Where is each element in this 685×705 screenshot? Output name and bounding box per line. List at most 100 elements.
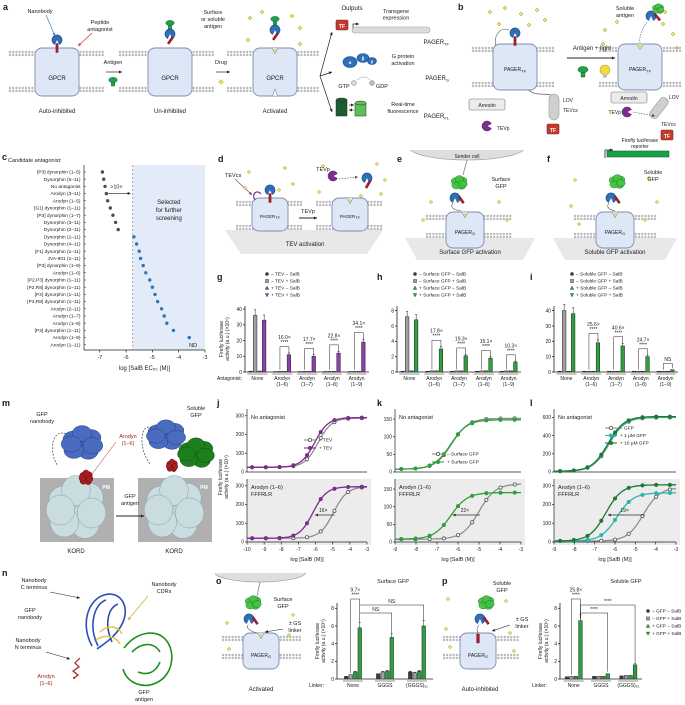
panel-letter-c: c xyxy=(2,152,7,162)
svg-text:100: 100 xyxy=(236,521,245,527)
chart-j: 0 100 200 300 No antagonist – TEV + TEV 0 100 200… xyxy=(218,409,371,563)
soluble-antigen-label2: antigen xyxy=(616,13,634,19)
panel-c: c Selected for further screening Candidate … xyxy=(2,152,207,372)
svg-text:-4: -4 xyxy=(653,547,658,553)
svg-text:****: **** xyxy=(614,330,622,336)
nanobody-c-terminus-label2: C terminus xyxy=(21,585,48,591)
svg-text:200: 200 xyxy=(236,432,245,438)
tevcs-label-right: TEVcs xyxy=(661,122,676,128)
chart-p: 0 2 4 6 8 Firefly luciferase activity (a.u.) (… xyxy=(532,579,682,689)
svg-text:600: 600 xyxy=(543,415,552,421)
svg-text:Arodyn (1–8): Arodyn (1–8) xyxy=(53,321,81,327)
g-beta-label: β xyxy=(362,56,365,61)
panel-n-decorations xyxy=(45,591,173,687)
svg-text:19×: 19× xyxy=(620,508,629,514)
panel-letter-b: b xyxy=(458,2,464,12)
gdp-label: GDP xyxy=(376,84,388,90)
svg-text:****: **** xyxy=(507,348,515,354)
svg-text:2: 2 xyxy=(554,659,557,665)
soluble-gfp-label1: Soluble xyxy=(644,170,662,176)
panel-b-decorations xyxy=(468,3,682,158)
svg-text:100: 100 xyxy=(236,451,245,457)
pager-tf-row-label: PAGERTF xyxy=(424,40,450,47)
svg-text:No antagonist: No antagonist xyxy=(399,415,433,421)
svg-text:– Surface GFP: – Surface GFP xyxy=(447,452,479,458)
svg-text:[F1] dynorphin (1–11): [F1] dynorphin (1–11) xyxy=(35,249,81,255)
svg-text:****: **** xyxy=(572,593,580,599)
svg-text:8: 8 xyxy=(331,606,334,612)
nanobody-cdrs-label2: CDRs xyxy=(157,589,172,595)
panel-m-decorations xyxy=(40,419,215,542)
chart-g: 0 10 20 30 40 Firefly luciferase activity (a.u… xyxy=(217,272,369,388)
svg-text:-6: -6 xyxy=(124,355,129,361)
svg-text:[P3] dynorphin (1–11): [P3] dynorphin (1–11) xyxy=(35,328,81,334)
svg-text:10.3×: 10.3× xyxy=(505,343,518,349)
svg-text:16×: 16× xyxy=(319,508,328,514)
surface-soluble-label3: antigen xyxy=(204,24,222,30)
pager-g-row-label: PAGERG xyxy=(425,76,449,83)
svg-text:+ 1 μM GFP: + 1 μM GFP xyxy=(620,433,646,439)
lov-label-left: LOV xyxy=(563,98,574,104)
surface-gfp-label2: GFP xyxy=(495,184,507,190)
nanobody-cdrs-label1: Nanobody xyxy=(151,582,176,588)
svg-text:Firefly luciferase: Firefly luciferase xyxy=(218,459,224,496)
svg-text:-9: -9 xyxy=(393,547,398,553)
svg-text:-7: -7 xyxy=(296,547,301,553)
svg-text:(1–8): (1–8) xyxy=(635,382,647,388)
svg-text:GGGS: GGGS xyxy=(593,683,609,689)
svg-text:[P3] dynorphin (1–7): [P3] dynorphin (1–7) xyxy=(37,213,81,219)
gfp-antigen-label1: GFP xyxy=(138,690,150,696)
svg-text:16.0×: 16.0× xyxy=(278,335,291,341)
panel-a: a Nanobody Peptide antagonist GPCR GPCR … xyxy=(3,2,450,121)
kord-label-right: KORD xyxy=(165,549,183,555)
panel-letter-a: a xyxy=(3,2,9,12)
svg-text:10: 10 xyxy=(545,354,551,360)
svg-text:2: 2 xyxy=(331,659,334,665)
svg-text:activity (a.u.) (×10⁵): activity (a.u.) (×10⁵) xyxy=(544,619,550,663)
panel-l: l 0 200 400 600 No antagonist – GFP+ 1 μM GFP… xyxy=(530,398,680,563)
svg-text:6: 6 xyxy=(331,624,334,630)
svg-text:-5: -5 xyxy=(477,547,482,553)
svg-text:Arodyn (1–6): Arodyn (1–6) xyxy=(558,485,590,491)
svg-text:-5: -5 xyxy=(330,547,335,553)
svg-text:log [SalB (M)]: log [SalB (M)] xyxy=(441,557,475,563)
gs-linker-label1: ± GS xyxy=(516,617,529,623)
panel-letter-d: d xyxy=(218,154,224,164)
svg-text:0: 0 xyxy=(241,470,244,476)
svg-text:Arodyn (1–7): Arodyn (1–7) xyxy=(53,314,81,320)
tf-label-right: TF xyxy=(664,134,670,140)
peptide-antagonist-label: Peptide xyxy=(91,20,110,26)
svg-text:****: **** xyxy=(281,340,289,346)
tf-glyph-label: TF xyxy=(339,24,345,30)
svg-text:Dynorphin (5–11): Dynorphin (5–11) xyxy=(44,177,81,183)
gs-linker-label2: linker xyxy=(515,624,528,630)
gfp-antigen-label2: antigen xyxy=(135,697,153,703)
antigen-light-label: Antigen + light xyxy=(573,46,612,52)
svg-text:ND: ND xyxy=(189,343,197,349)
svg-text:200: 200 xyxy=(236,502,245,508)
svg-text:9.7×: 9.7× xyxy=(350,588,360,594)
svg-text:(1–7): (1–7) xyxy=(453,382,465,388)
surface-soluble-label1: Surface xyxy=(204,10,223,16)
svg-text:No antagonist: No antagonist xyxy=(558,415,592,421)
svg-text:– GFP + SalB: – GFP + SalB xyxy=(652,616,681,622)
svg-text:+ TEV + SalB: + TEV + SalB xyxy=(271,293,300,299)
svg-text:FFFRLR: FFFRLR xyxy=(558,492,579,498)
svg-text:-6: -6 xyxy=(313,547,318,553)
lov-label-right: LOV xyxy=(669,95,680,101)
surface-gfp-label1: Surface xyxy=(274,597,293,603)
pager-g-label: PAGERG xyxy=(251,653,271,659)
svg-text:25.8×: 25.8× xyxy=(570,588,583,594)
panel-letter-j: j xyxy=(216,398,220,408)
svg-text:****: **** xyxy=(330,338,338,344)
svg-text:Dynorphin (1–11): Dynorphin (1–11) xyxy=(44,234,81,240)
tevp-label-right: TEVp xyxy=(608,110,621,116)
svg-text:0: 0 xyxy=(331,677,334,683)
gs-linker-label1: ± GS xyxy=(289,621,302,627)
svg-text:400: 400 xyxy=(543,433,552,439)
nanobody-label: Nanobody xyxy=(27,9,52,15)
gfp-nanobody-label1: GFP xyxy=(36,412,48,418)
panel-j: j 0 100 200 300 No antagonist – TEV + TEV 0 100 2… xyxy=(216,398,371,563)
svg-text:300: 300 xyxy=(236,413,245,419)
svg-text:Arodyn (1–6): Arodyn (1–6) xyxy=(53,270,81,276)
